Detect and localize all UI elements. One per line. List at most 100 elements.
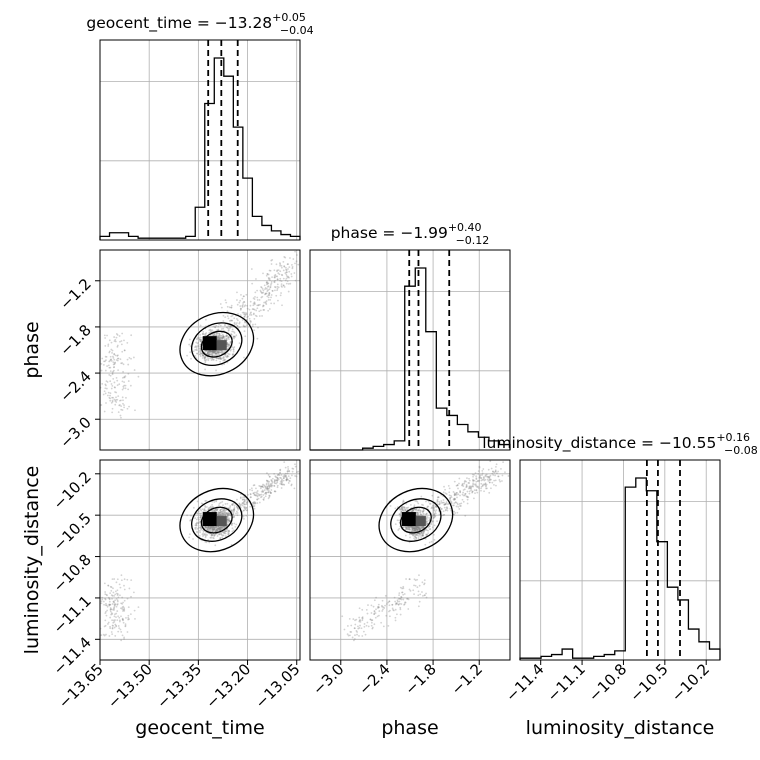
scatter-point <box>216 513 219 516</box>
scatter-point <box>206 351 209 353</box>
scatter-point <box>105 359 107 362</box>
scatter-point <box>207 357 210 360</box>
scatter-point <box>431 526 434 529</box>
scatter-point <box>115 592 118 595</box>
scatter-point <box>115 612 118 615</box>
scatter-point <box>284 474 287 477</box>
scatter-point <box>215 324 218 327</box>
scatter-point <box>425 592 427 595</box>
scatter-point <box>456 496 458 499</box>
scatter-point <box>120 615 122 618</box>
scatter-point <box>261 305 264 308</box>
scatter-point <box>217 527 220 529</box>
scatter-point <box>440 500 443 502</box>
scatter-point <box>128 618 130 620</box>
scatter-point <box>199 351 202 354</box>
scatter-point <box>297 470 300 473</box>
scatter-point <box>247 493 249 496</box>
scatter-point <box>199 526 202 529</box>
scatter-point <box>274 289 276 292</box>
scatter-point <box>475 475 478 478</box>
scatter-point <box>111 597 113 600</box>
scatter-point <box>227 317 230 320</box>
scatter-point <box>221 513 224 515</box>
scatter-point <box>416 528 419 531</box>
scatter-point <box>466 477 468 480</box>
scatter-point <box>261 489 264 492</box>
scatter-point <box>256 495 259 498</box>
scatter-point <box>252 323 254 326</box>
scatter-point <box>119 619 121 622</box>
scatter-point <box>383 607 386 609</box>
scatter-point <box>127 606 130 609</box>
scatter-point <box>472 478 474 481</box>
scatter-point <box>229 506 231 509</box>
scatter-point <box>472 483 474 486</box>
scatter-point <box>262 304 265 307</box>
scatter-point <box>214 350 216 353</box>
scatter-point <box>118 335 121 337</box>
scatter-point <box>283 286 286 288</box>
scatter-point <box>122 399 124 402</box>
scatter-point <box>213 333 216 335</box>
scatter-point <box>114 603 117 605</box>
scatter-point <box>408 533 411 536</box>
scatter-point <box>211 529 214 532</box>
scatter-point <box>264 492 266 495</box>
scatter-point <box>212 334 215 337</box>
scatter-point <box>401 587 404 590</box>
scatter-point <box>105 633 107 636</box>
scatter-point <box>236 325 239 327</box>
scatter-point <box>111 594 114 597</box>
scatter-point <box>294 279 297 282</box>
scatter-point <box>283 475 286 478</box>
scatter-point <box>112 587 114 590</box>
scatter-point <box>240 293 242 296</box>
scatter-point <box>117 395 120 398</box>
scatter-point <box>286 470 289 473</box>
scatter-point <box>115 396 117 399</box>
scatter-point <box>265 491 268 494</box>
scatter-point <box>473 497 475 500</box>
scatter-point <box>196 521 198 524</box>
scatter-point <box>245 514 248 517</box>
scatter-point <box>224 514 227 517</box>
scatter-point <box>223 335 226 338</box>
scatter-point <box>199 343 202 346</box>
scatter-point <box>266 485 269 488</box>
scatter-point <box>414 533 417 536</box>
scatter-point <box>223 532 226 534</box>
scatter-point <box>213 351 216 353</box>
scatter-point <box>270 302 273 305</box>
scatter-point <box>358 616 361 619</box>
scatter-point <box>225 511 228 514</box>
scatter-point <box>245 506 248 509</box>
scatter-point <box>192 538 194 540</box>
scatter-point <box>447 502 450 505</box>
scatter-point <box>495 465 497 468</box>
title-geocent_time: geocent_time = −13.28+0.05 −0.04 <box>86 11 313 37</box>
scatter-point <box>117 357 120 360</box>
scatter-point <box>416 511 419 514</box>
scatter-point <box>225 512 227 514</box>
scatter-point <box>256 498 259 501</box>
scatter-point <box>441 501 444 504</box>
scatter-point <box>214 350 217 353</box>
scatter-point <box>287 468 290 470</box>
scatter-point <box>203 356 206 359</box>
scatter-point <box>232 516 235 519</box>
scatter-point <box>220 350 223 353</box>
scatter-point <box>270 263 273 265</box>
scatter-point <box>434 505 437 508</box>
scatter-point <box>488 475 491 478</box>
scatter-point <box>478 466 481 469</box>
scatter-point <box>443 501 445 504</box>
scatter-point <box>433 506 435 509</box>
scatter-point <box>488 478 491 481</box>
scatter-point <box>214 526 216 529</box>
scatter-point <box>286 470 289 473</box>
scatter-point <box>199 527 202 530</box>
scatter-point <box>290 483 293 486</box>
scatter-point <box>224 349 227 352</box>
scatter-point <box>253 501 256 503</box>
